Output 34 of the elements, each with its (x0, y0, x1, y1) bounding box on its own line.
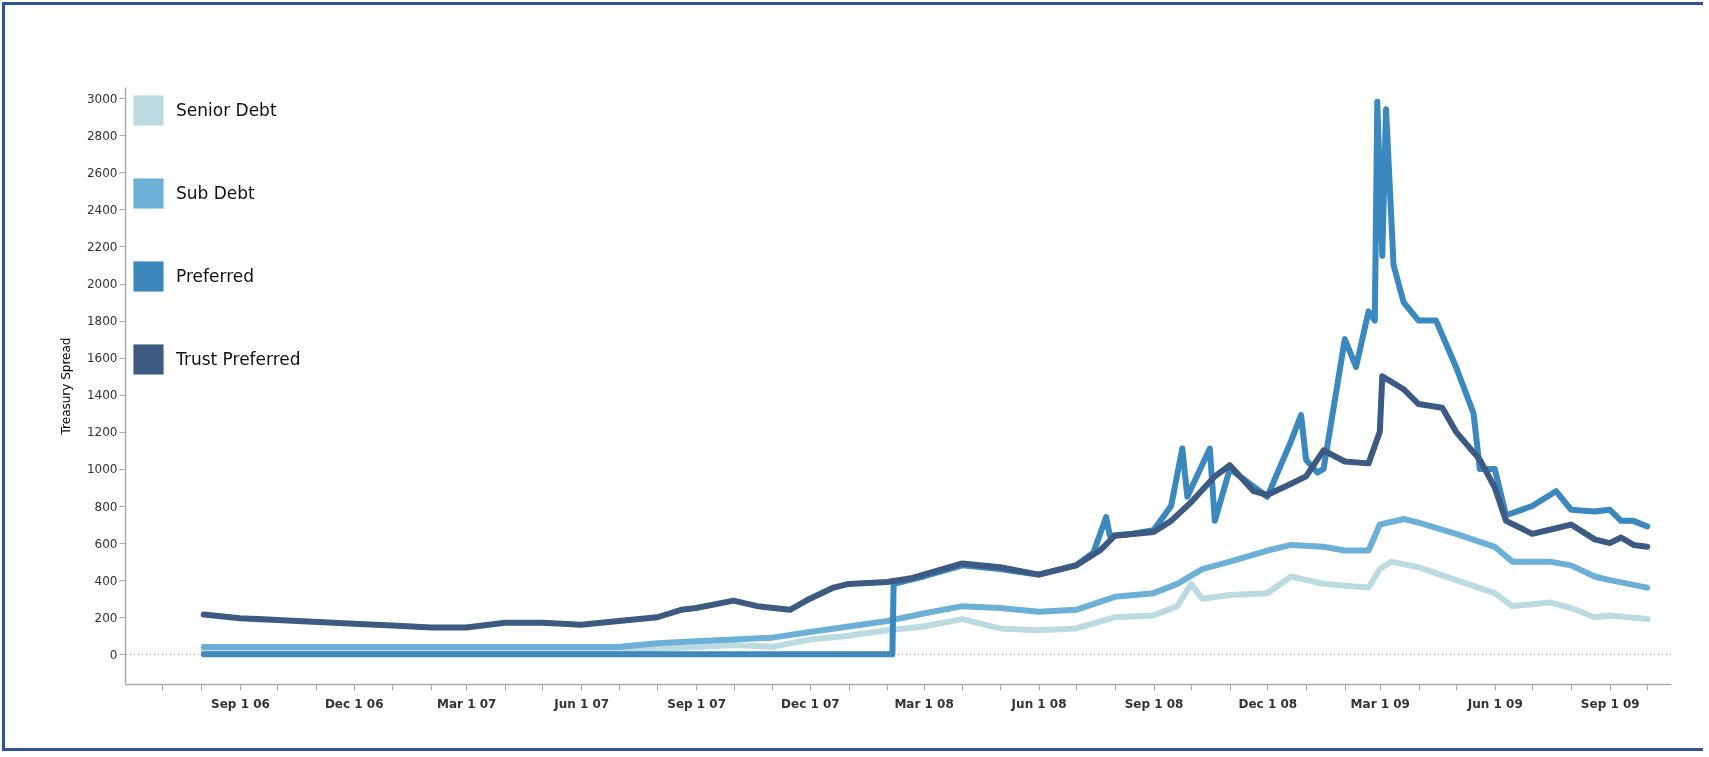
y-tick-label: 1400 (86, 388, 118, 403)
x-tick-label: Mar 1 08 (894, 696, 954, 711)
x-tick-label: Mar 1 07 (437, 696, 497, 711)
y-tick-label: 200 (94, 610, 118, 625)
x-tick-label: Jun 1 09 (1466, 696, 1523, 711)
x-tick-label: Dec 1 08 (1238, 696, 1298, 711)
x-tick-label: Sep 1 07 (667, 696, 727, 711)
legend-label: Sub Debt (176, 182, 256, 203)
y-tick-label: 2200 (86, 239, 118, 254)
x-tick-label: Mar 1 09 (1350, 696, 1410, 711)
x-tick-label: Dec 1 07 (781, 696, 840, 711)
legend-label: Preferred (176, 265, 255, 286)
x-tick-label: Sep 1 08 (1124, 696, 1184, 711)
y-tick-label: 1000 (86, 462, 118, 477)
legend-label: Trust Preferred (175, 348, 301, 369)
y-tick-label: 2800 (86, 128, 118, 143)
y-tick-label: 0 (109, 647, 118, 662)
x-tick-label: Sep 1 06 (211, 696, 270, 711)
y-tick-label: 2600 (86, 165, 118, 180)
x-tick-label: Dec 1 06 (324, 696, 384, 711)
y-tick-label: 2000 (86, 277, 118, 292)
y-axis-title: Treasury Spread (58, 337, 73, 436)
y-tick-label: 1800 (86, 314, 118, 329)
y-tick-label: 2400 (86, 202, 118, 217)
y-tick-label: 3000 (86, 91, 118, 106)
x-tick-label: Sep 1 09 (1580, 696, 1640, 711)
y-tick-label: 600 (94, 536, 118, 551)
x-tick-label: Jun 1 08 (1010, 696, 1067, 711)
y-tick-label: 1200 (86, 425, 118, 440)
y-tick-label: 400 (94, 573, 118, 588)
legend-label: Senior Debt (176, 99, 277, 120)
y-tick-label: 1600 (86, 351, 118, 366)
y-tick-label: 800 (94, 499, 118, 514)
x-tick-label: Jun 1 07 (553, 696, 610, 711)
